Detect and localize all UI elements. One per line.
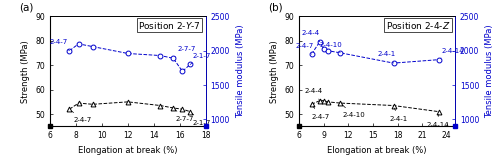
Text: 2-4-7: 2-4-7: [50, 39, 70, 51]
Text: 2-4-7: 2-4-7: [295, 43, 314, 54]
X-axis label: Elongation at break (%): Elongation at break (%): [78, 146, 178, 155]
Text: 2-4-1: 2-4-1: [390, 108, 407, 122]
Text: 2-4-14: 2-4-14: [426, 114, 449, 128]
Y-axis label: Strength (MPa): Strength (MPa): [21, 40, 30, 103]
Text: 2-4-4: 2-4-4: [302, 30, 320, 42]
Text: (a): (a): [19, 2, 33, 12]
Text: 2-4-14: 2-4-14: [441, 48, 464, 58]
Text: 2-7-7: 2-7-7: [176, 46, 196, 57]
Text: Position 2-4-$\it{Z}$: Position 2-4-$\it{Z}$: [386, 20, 450, 31]
Text: 2-1-7: 2-1-7: [192, 113, 211, 126]
Text: 2-4-7: 2-4-7: [72, 111, 92, 123]
Text: 2-1-7: 2-1-7: [190, 52, 211, 64]
Text: Position 2-$\it{Y}$-7: Position 2-$\it{Y}$-7: [138, 20, 201, 31]
Text: 2-7-7: 2-7-7: [176, 110, 195, 122]
Text: 2-4-1: 2-4-1: [377, 51, 396, 63]
Text: 2-4-4: 2-4-4: [305, 88, 323, 101]
Text: 2-4-7: 2-4-7: [312, 107, 330, 120]
X-axis label: Elongation at break (%): Elongation at break (%): [328, 146, 427, 155]
Y-axis label: Tensile modulus (MPa): Tensile modulus (MPa): [236, 25, 244, 118]
Text: (b): (b): [268, 2, 282, 12]
Y-axis label: Tensile modulus (MPa): Tensile modulus (MPa): [485, 25, 494, 118]
Y-axis label: Strength (MPa): Strength (MPa): [270, 40, 279, 103]
Text: 2-4-10: 2-4-10: [342, 105, 365, 118]
Text: 2-4-10: 2-4-10: [320, 41, 342, 53]
